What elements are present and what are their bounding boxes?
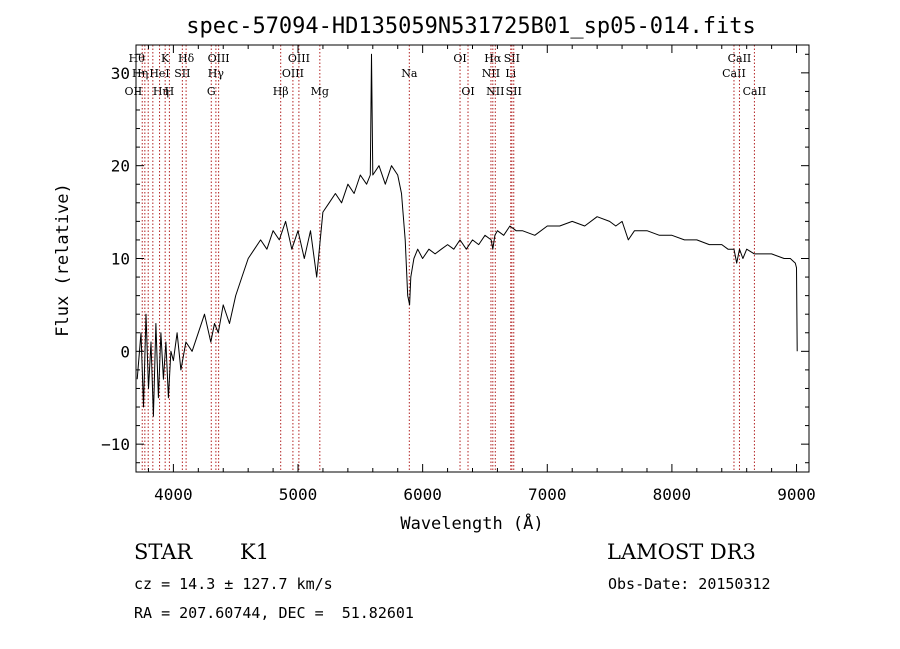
line-marker-label: OIII xyxy=(288,52,310,65)
line-marker-label: Hα xyxy=(484,52,502,65)
line-marker-label: CaII xyxy=(722,67,746,80)
line-marker-label: Mg xyxy=(311,85,329,98)
y-tick-label: 10 xyxy=(111,250,130,269)
x-axis: 4000 5000 6000 7000 8000 9000 xyxy=(147,45,816,504)
line-marker-label: OI xyxy=(461,85,474,98)
y-tick-label: 20 xyxy=(111,157,130,176)
x-tick-label: 6000 xyxy=(403,485,442,504)
line-marker-label: H xyxy=(165,85,175,98)
x-tick-label: 8000 xyxy=(653,485,692,504)
line-markers: OIIHθHηHηHeIKHSIIHδGHγOIIIHβOIIIOIIIMgNa… xyxy=(125,45,767,472)
line-marker-label: NII xyxy=(486,85,504,98)
plot-frame xyxy=(135,44,810,473)
survey-name: LAMOST DR3 xyxy=(607,540,756,564)
line-marker-label: K xyxy=(161,52,170,65)
line-marker-label: SII xyxy=(174,67,190,80)
line-marker-label: Hη xyxy=(132,67,148,80)
y-tick-label: −10 xyxy=(101,435,130,454)
y-tick-label: 0 xyxy=(120,342,130,361)
x-tick-label: 4000 xyxy=(154,485,193,504)
line-marker-label: CaII xyxy=(743,85,767,98)
y-axis-label: Flux (relative) xyxy=(53,183,73,337)
y-axis: −10 0 10 20 30 xyxy=(101,53,809,464)
line-marker-label: Hβ xyxy=(273,85,289,98)
x-tick-label: 5000 xyxy=(279,485,318,504)
coordinates: RA = 207.60744, DEC = 51.82601 xyxy=(134,604,414,622)
chart-title: spec-57094-HD135059N531725B01_sp05-014.f… xyxy=(186,14,756,39)
line-marker-label: OI xyxy=(453,52,466,65)
observation-date: Obs-Date: 20150312 xyxy=(608,575,771,593)
line-marker-label: OII xyxy=(125,85,143,98)
redshift-velocity: cz = 14.3 ± 127.7 km/s xyxy=(134,575,333,593)
line-marker-label: HeI xyxy=(149,67,169,80)
line-marker-label: G xyxy=(207,85,216,98)
line-marker-label: Hγ xyxy=(208,67,225,80)
x-axis-label: Wavelength (Å) xyxy=(400,512,543,534)
line-marker-label: Na xyxy=(401,67,418,80)
spectral-subclass: K1 xyxy=(240,540,270,564)
spectrum-line xyxy=(136,53,798,417)
line-marker-label: OIII xyxy=(282,67,304,80)
spectrum-series xyxy=(136,53,798,417)
line-marker-label: SII xyxy=(506,85,522,98)
y-tick-label: 30 xyxy=(111,64,130,83)
x-tick-label: 7000 xyxy=(528,485,567,504)
line-marker-label: Hθ xyxy=(129,52,146,65)
line-marker-label: Hδ xyxy=(178,52,195,65)
x-tick-label: 9000 xyxy=(777,485,816,504)
object-class: STAR xyxy=(134,540,193,564)
line-marker-label: SII xyxy=(504,52,520,65)
line-marker-label: CaII xyxy=(728,52,752,65)
line-marker-label: OIII xyxy=(208,52,230,65)
line-marker-label: Li xyxy=(505,67,516,80)
line-marker-label: NII xyxy=(482,67,500,80)
